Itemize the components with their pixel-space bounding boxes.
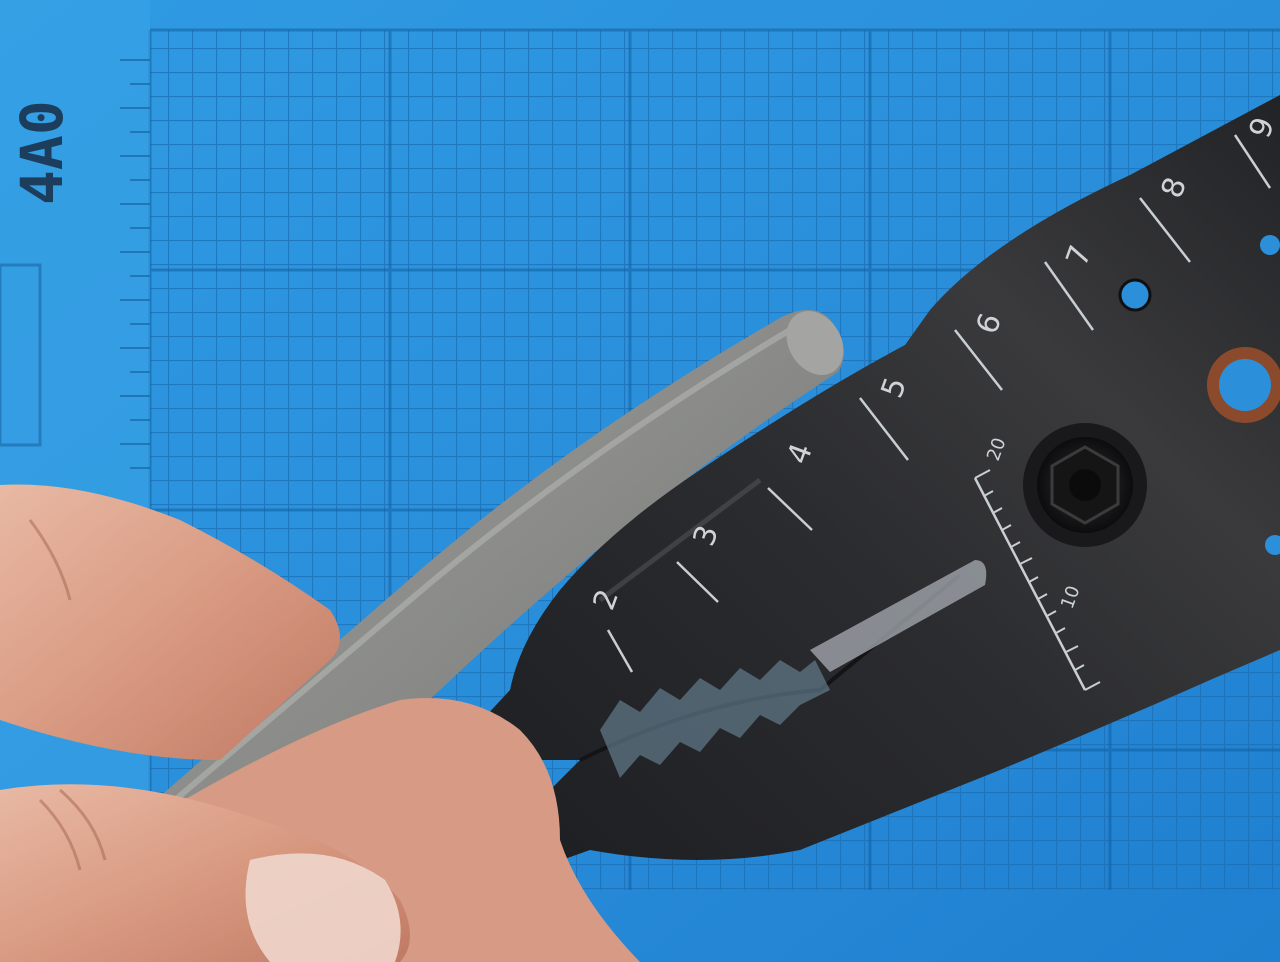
pivot-bolt bbox=[1023, 423, 1147, 547]
crimp-holes bbox=[1207, 235, 1280, 555]
wire-stripper-tool: 2 3 4 5 6 7 8 9 bbox=[444, 95, 1280, 882]
mat-corner-label: 4A0 bbox=[8, 100, 76, 205]
hand bbox=[0, 484, 640, 962]
